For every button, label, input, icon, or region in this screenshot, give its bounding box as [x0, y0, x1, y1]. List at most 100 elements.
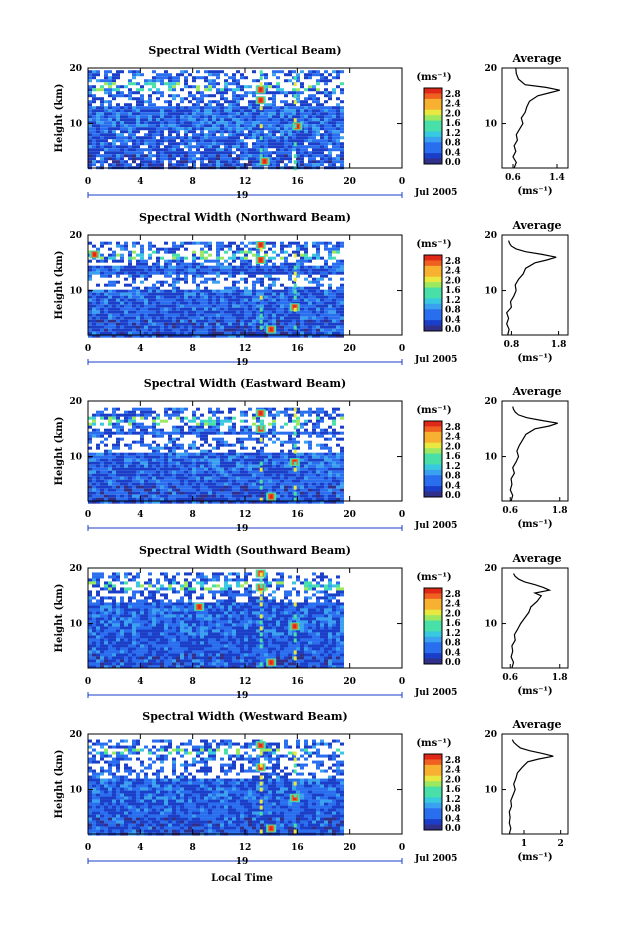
heatmap-cell [144, 320, 148, 323]
heatmap-cell [100, 296, 104, 299]
heatmap-cell [140, 459, 144, 462]
heatmap-cell [236, 323, 240, 326]
heatmap-cell [276, 480, 280, 483]
heatmap-cell [192, 94, 196, 97]
heatmap-cell [316, 272, 320, 275]
heatmap-cell [120, 465, 124, 468]
heatmap-cell [280, 139, 284, 142]
heatmap-cell [92, 471, 96, 474]
heatmap-cell [132, 323, 136, 326]
heatmap-cell [300, 465, 304, 468]
heatmap-cell [216, 142, 220, 145]
heatmap-cell [112, 82, 116, 85]
heatmap-cell [228, 468, 232, 471]
heatmap-cell [104, 109, 108, 112]
heatmap-cell [264, 474, 268, 477]
heatmap-cell [240, 76, 244, 79]
heatmap-cell [288, 474, 292, 477]
heatmap-cell [300, 245, 304, 248]
heatmap-cell [316, 130, 320, 133]
heatmap-cell [124, 299, 128, 302]
heatmap-cell [196, 115, 200, 118]
heatmap-cell [280, 462, 284, 465]
heatmap-cell [300, 423, 304, 426]
heatmap-cell [172, 426, 176, 429]
heatmap-cell [208, 326, 212, 329]
heatmap-cell [120, 305, 124, 308]
heatmap-cell [232, 115, 236, 118]
heatmap-cell [104, 483, 108, 486]
heatmap-cell [328, 118, 332, 121]
heatmap-cell [116, 471, 120, 474]
heatmap-cell [228, 314, 232, 317]
heatmap-cell [216, 160, 220, 163]
heatmap-cell [232, 308, 236, 311]
heatmap-cell [316, 423, 320, 426]
heatmap-cell [200, 121, 204, 124]
heatmap-cell [152, 417, 156, 420]
heatmap-cell [196, 480, 200, 483]
heatmap-cell [336, 245, 340, 248]
heatmap-cell [100, 423, 104, 426]
x-tick-label: 20 [343, 344, 356, 354]
heatmap-cell [176, 124, 180, 127]
heatmap-cell [184, 462, 188, 465]
heatmap-cell [336, 97, 340, 100]
heatmap-cell [204, 287, 208, 290]
heatmap-cell [272, 103, 276, 106]
heatmap-cell [176, 432, 180, 435]
heatmap-cell [336, 456, 340, 459]
heatmap-cell [248, 106, 252, 109]
heatmap-cell [232, 251, 236, 254]
colorbar-swatch [424, 104, 442, 110]
heatmap-cell [244, 471, 248, 474]
heatmap-cell [112, 320, 116, 323]
heatmap-cell [120, 118, 124, 121]
heatmap-cell [208, 106, 212, 109]
heatmap-cell [308, 130, 312, 133]
heatmap-cell [328, 308, 332, 311]
streak-cell [294, 278, 297, 282]
heatmap-cell [168, 311, 172, 314]
heatmap-cell [144, 305, 148, 308]
heatmap-cell [172, 465, 176, 468]
heatmap-cell [112, 121, 116, 124]
heatmap-cell [164, 112, 168, 115]
heatmap-cell [156, 495, 160, 498]
heatmap-cell [156, 471, 160, 474]
heatmap-cell [340, 287, 344, 290]
heatmap-cell [132, 124, 136, 127]
heatmap-cell [300, 154, 304, 157]
heatmap-cell [136, 468, 140, 471]
heatmap-cell [96, 314, 100, 317]
heatmap-cell [272, 426, 276, 429]
heatmap-cell [220, 154, 224, 157]
heatmap-cell [108, 248, 112, 251]
heatmap-cell [148, 133, 152, 136]
heatmap-cell [224, 245, 228, 248]
heatmap-cell [132, 154, 136, 157]
heatmap-cell [124, 136, 128, 139]
heatmap-cell [192, 154, 196, 157]
heatmap-cell [116, 314, 120, 317]
heatmap-cell [252, 323, 256, 326]
heatmap-cell [124, 112, 128, 115]
streak-cell [294, 154, 297, 158]
heatmap-cell [216, 293, 220, 296]
heatmap-cell [152, 154, 156, 157]
heatmap-cell [268, 266, 272, 269]
heatmap-cell [244, 420, 248, 423]
heatmap-cell [224, 453, 228, 456]
heatmap-cell [120, 154, 124, 157]
heatmap-cell [240, 483, 244, 486]
heatmap-cell [228, 263, 232, 266]
heatmap-cell [216, 317, 220, 320]
heatmap-cell [272, 124, 276, 127]
heatmap-cell [312, 136, 316, 139]
heatmap-cell [164, 109, 168, 112]
heatmap-cell [92, 109, 96, 112]
heatmap-cell [340, 145, 344, 148]
heatmap-cell [96, 142, 100, 145]
colorbar-swatch [424, 260, 442, 266]
heatmap-cell [232, 302, 236, 305]
